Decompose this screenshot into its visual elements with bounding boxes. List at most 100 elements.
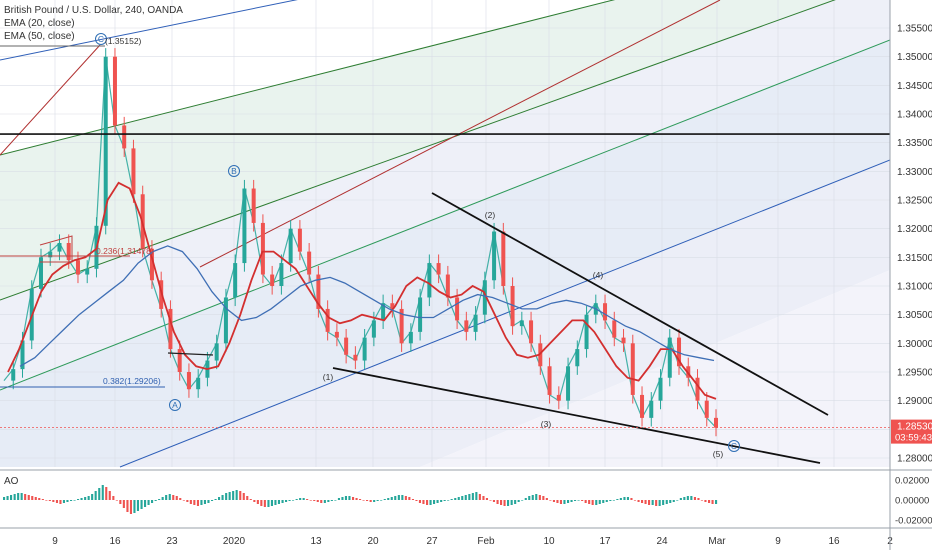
price-candle <box>418 297 423 332</box>
x-tick-label: 17 <box>599 536 611 547</box>
price-candle <box>390 303 395 309</box>
ao-bar <box>651 500 654 505</box>
ao-bar <box>672 500 675 502</box>
ao-bar <box>563 500 566 504</box>
ao-bar <box>122 500 125 508</box>
price-candle <box>621 337 626 344</box>
ao-bar <box>337 498 341 500</box>
ao-bar <box>552 500 556 502</box>
price-candle <box>640 394 645 418</box>
wave-label: (3) <box>541 419 552 429</box>
price-candle <box>186 372 191 390</box>
chart-legend: British Pound / U.S. Dollar, 240, OANDA … <box>4 4 183 43</box>
price-candle <box>48 251 53 258</box>
ao-bar <box>161 497 164 500</box>
wave-label: C <box>98 34 104 44</box>
ao-bar <box>27 495 30 500</box>
ao-bar <box>267 500 270 507</box>
ao-bar <box>489 500 492 501</box>
wave-label: C <box>731 441 737 451</box>
ao-bar <box>429 500 432 505</box>
ao-bar <box>6 496 9 500</box>
ao-bar <box>704 500 707 502</box>
ao-bar <box>366 500 369 501</box>
ao-bar <box>397 495 400 500</box>
fib-label: (1.35152) <box>105 36 142 46</box>
price-candle <box>131 148 136 195</box>
pitchfork-line-3 <box>119 159 891 468</box>
ao-bar <box>383 499 386 500</box>
x-tick-label: 20 <box>367 536 379 547</box>
ao-bar <box>581 500 584 501</box>
ao-bar <box>387 498 390 500</box>
ao-bar <box>115 500 118 501</box>
price-candle <box>399 308 404 344</box>
y-tick-label: 1.30000 <box>897 339 932 350</box>
ao-bar <box>228 492 231 500</box>
ao-bar <box>602 500 605 503</box>
price-candle <box>371 320 376 338</box>
y-tick-label: 1.35500 <box>897 24 932 35</box>
last-price-tag <box>891 419 932 444</box>
price-candle <box>214 343 219 361</box>
ao-bar <box>288 500 291 501</box>
ao-bar <box>514 500 517 504</box>
price-candle <box>519 320 524 327</box>
price-candle <box>714 417 718 428</box>
pitchfork-bands <box>0 0 890 467</box>
price-candle <box>260 222 265 275</box>
price-candle <box>288 228 293 264</box>
ao-bar <box>471 493 474 500</box>
wave-label-circle <box>228 165 240 177</box>
ao-bar <box>3 497 6 500</box>
ao-bar <box>13 494 16 500</box>
price-candle <box>695 377 700 401</box>
ao-bar <box>637 500 640 502</box>
ao-bar <box>426 500 429 505</box>
ao-bar <box>662 500 665 505</box>
price-candle <box>667 337 672 378</box>
legend-ema20: EMA (20, close) <box>4 18 75 29</box>
price-candle <box>427 263 432 298</box>
ao-bar <box>690 496 693 500</box>
ao-bar <box>591 500 594 505</box>
price-candle <box>445 274 450 298</box>
price-candle <box>464 320 469 332</box>
y-tick-label: 1.34000 <box>897 110 932 121</box>
ao-bar <box>478 494 481 500</box>
ao-bar <box>457 497 460 500</box>
ao-bar <box>559 500 563 504</box>
price-candle <box>270 274 275 286</box>
y-tick-label: 1.31500 <box>897 253 932 264</box>
ao-bar <box>359 499 362 500</box>
ao-bar <box>348 496 351 500</box>
ao-bar <box>249 499 252 500</box>
ao-bar <box>633 500 637 501</box>
ao-bar <box>211 500 214 501</box>
ao-bar <box>503 500 506 506</box>
ao-bar <box>112 496 115 500</box>
price-candle <box>242 188 247 264</box>
y-tick-label: 1.31000 <box>897 282 932 293</box>
ao-bar <box>235 490 238 500</box>
ao-bar <box>186 500 189 502</box>
ao-bar <box>172 495 175 500</box>
ao-bar <box>605 500 608 502</box>
ao-bar <box>73 500 76 501</box>
ao-bar <box>225 493 228 500</box>
ao-bar <box>31 496 34 500</box>
ao-bar <box>295 499 298 500</box>
ao-bar <box>200 500 203 505</box>
price-candle <box>630 343 635 395</box>
ema50-line <box>19 245 715 367</box>
ao-bar <box>567 500 570 503</box>
y-tick-label: 1.33000 <box>897 167 932 178</box>
ao-bar <box>239 491 242 500</box>
ao-bar <box>66 500 69 502</box>
ao-bar <box>394 496 397 500</box>
ao-bar <box>327 500 330 502</box>
ao-bar <box>542 496 545 500</box>
ao-bar <box>62 500 66 503</box>
